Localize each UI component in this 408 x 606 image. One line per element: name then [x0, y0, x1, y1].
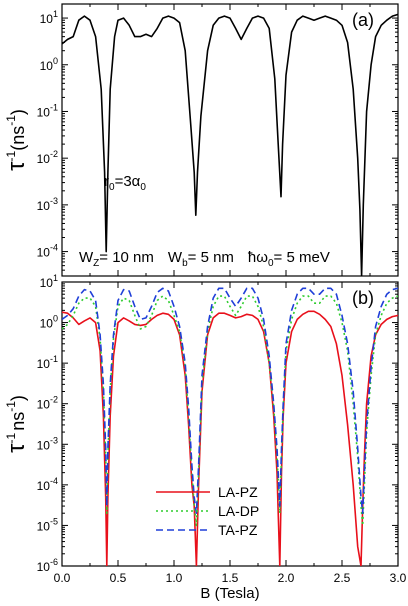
- panel-b-series: [62, 287, 398, 566]
- panel-a-series: [62, 13, 398, 276]
- x-axis-title: B (Tesla): [200, 585, 259, 602]
- panel-b-label: (b): [352, 288, 374, 308]
- y-tick-label: 10-2: [37, 149, 58, 166]
- y-tick-label: 10-3: [37, 196, 58, 213]
- y-tick-label: 10-1: [37, 102, 58, 119]
- panel-b-y-axis-title: τ-1ns-1): [3, 395, 30, 453]
- y-tick-label: 10-1: [37, 354, 58, 371]
- x-tick-label: 1.5: [222, 571, 239, 585]
- x-tick-label: 0.5: [110, 571, 127, 585]
- series-line-la-pz: [62, 310, 398, 566]
- panel-b-legend: LA-PZ LA-DP TA-PZ: [156, 484, 259, 538]
- x-tick-label: 0.0: [54, 571, 71, 585]
- y-tick-label: 101: [40, 273, 58, 290]
- panel-b: 101 100 10-1 10-2 10-3 10-4 10-5 10-6 0.0 0.5 1.0…: [3, 273, 407, 602]
- y-tick-label: 10-4: [37, 243, 58, 260]
- parameters-annotation: WZ= 10 nm Wb= 5 nm ħω0= 5 meV: [79, 249, 330, 269]
- y-tick-label: 10-5: [37, 516, 58, 533]
- y-tick-label: 100: [40, 56, 58, 73]
- series-line-ta-pz: [62, 287, 398, 514]
- legend-label-la-pz: LA-PZ: [218, 484, 258, 500]
- x-tick-label: 3.0: [390, 571, 407, 585]
- r0-annotation: r0=3α0: [104, 173, 146, 193]
- y-tick-label: 10-6: [37, 557, 58, 574]
- panel-a-ticks: [61, 3, 399, 277]
- x-tick-label: 2.5: [334, 571, 351, 585]
- x-tick-label: 2.0: [278, 571, 295, 585]
- panel-a-label: (a): [352, 10, 374, 30]
- y-tick-label: 100: [40, 314, 58, 331]
- x-tick-label: 1.0: [166, 571, 183, 585]
- series-line-curve: [62, 13, 398, 276]
- panel-b-ticks: [61, 281, 399, 567]
- legend-label-la-dp: LA-DP: [218, 503, 259, 519]
- legend-label-ta-pz: TA-PZ: [218, 522, 258, 538]
- y-tick-label: 10-4: [37, 476, 58, 493]
- series-line-la-dp: [62, 295, 398, 527]
- panel-b-x-tick-labels: 0.0 0.5 1.0 1.5 2.0 2.5 3.0: [54, 571, 407, 585]
- y-tick-label: 10-3: [37, 435, 58, 452]
- y-tick-label: 101: [40, 9, 58, 26]
- y-tick-label: 10-2: [37, 395, 58, 412]
- panel-a: 101 100 10-1 10-2 10-3 10-4 (a) r0=3α0 WZ= 10…: [3, 3, 399, 277]
- panel-b-y-tick-labels: 101 100 10-1 10-2 10-3 10-4 10-5 10-6: [37, 273, 58, 574]
- panel-a-y-axis-title: τ-1(ns-1): [3, 109, 30, 171]
- panel-a-y-tick-labels: 101 100 10-1 10-2 10-3 10-4: [37, 9, 58, 260]
